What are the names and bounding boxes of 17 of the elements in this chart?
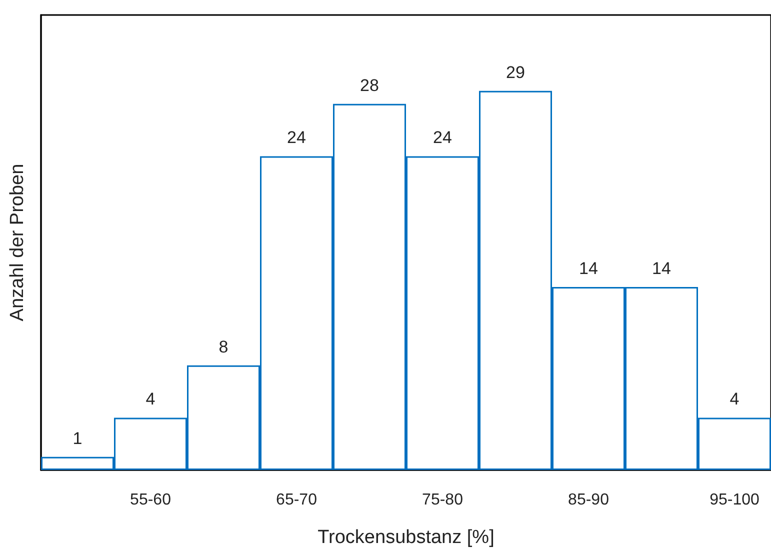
x-tick-label: 55-60	[130, 492, 172, 508]
y-axis-title: Anzahl der Proben	[7, 164, 28, 322]
data-label: 14	[579, 258, 598, 278]
data-label: 24	[287, 128, 306, 148]
data-label: 28	[360, 76, 379, 95]
x-tick-label: 65-70	[276, 492, 318, 508]
x-tick-label: 95-100	[710, 492, 760, 508]
data-label: 14	[652, 258, 671, 278]
data-label: 24	[433, 128, 452, 148]
x-tick-label: 75-80	[422, 492, 464, 508]
data-label: 4	[146, 390, 156, 409]
x-tick-label: 85-90	[568, 492, 610, 508]
data-label: 4	[730, 390, 740, 409]
x-axis-title: Trockensubstanz [%]	[318, 527, 494, 548]
data-label: 29	[506, 62, 525, 82]
data-label: 1	[72, 428, 82, 448]
data-label: 8	[218, 337, 228, 356]
